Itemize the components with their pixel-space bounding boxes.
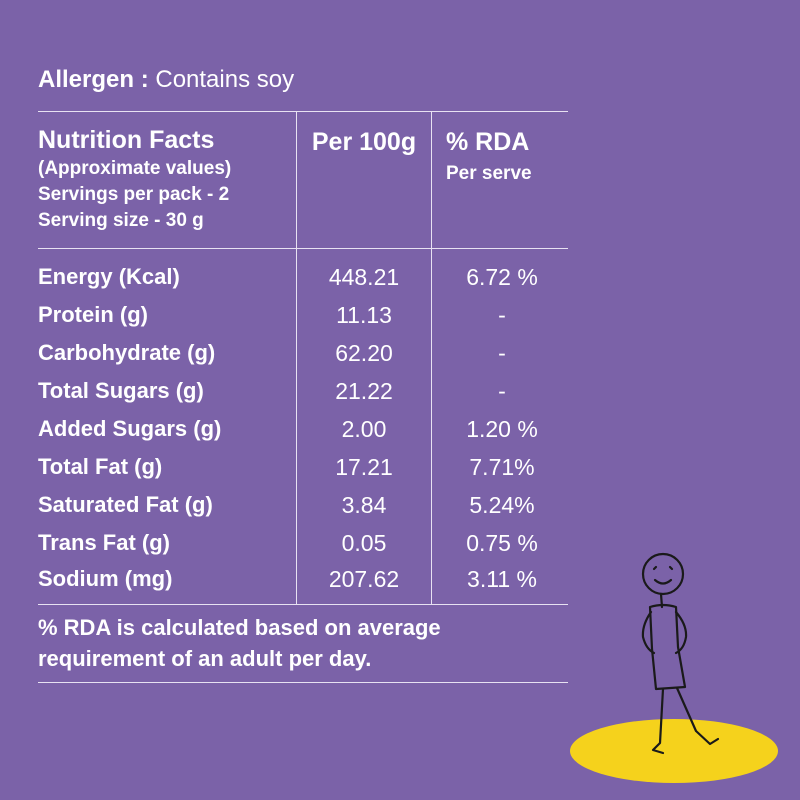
- rda-footnote: % RDA is calculated based on average req…: [38, 612, 441, 674]
- nutrient-rda: 0.75 %: [466, 530, 538, 556]
- nutrient-row: Energy (Kcal) 448.21 6.72 %: [38, 264, 578, 302]
- nutrient-per100g: 2.00: [341, 416, 387, 442]
- nutrient-name: Total Fat (g): [38, 454, 163, 479]
- nutrient-per100g: 448.21: [328, 264, 400, 290]
- nutrition-title: Nutrition Facts: [38, 126, 215, 154]
- nutrient-name: Trans Fat (g): [38, 530, 171, 555]
- header-line-approx: (Approximate values): [38, 158, 232, 179]
- nutrient-rda: 1.20 %: [466, 416, 538, 442]
- nutrient-rda: -: [498, 378, 506, 404]
- nutrient-row: Carbohydrate (g) 62.20 -: [38, 340, 578, 378]
- divider-bottom-table: [38, 604, 568, 605]
- rda-subtitle: Per serve: [446, 163, 532, 184]
- column-divider-1: [296, 111, 297, 604]
- nutrient-rda: -: [498, 340, 506, 366]
- allergen-label: Allergen :: [38, 66, 149, 93]
- nutrient-per100g: 11.13: [336, 302, 392, 328]
- nutrient-per100g: 0.05: [341, 530, 387, 556]
- nutrient-row: Saturated Fat (g) 3.84 5.24%: [38, 492, 578, 530]
- column-header-per100g: Per 100g: [311, 128, 417, 156]
- allergen-line: Allergen : Contains soy: [38, 66, 294, 94]
- nutrition-header: Nutrition Facts (Approximate values) Ser…: [38, 128, 231, 234]
- header-line-serving-size: Serving size - 30 g: [38, 210, 204, 231]
- yellow-spot: [570, 719, 778, 783]
- nutrient-row: Protein (g) 11.13 -: [38, 302, 578, 340]
- nutrient-per100g: 21.22: [335, 378, 393, 404]
- nutrient-row: Added Sugars (g) 2.00 1.20 %: [38, 416, 578, 454]
- nutrient-name: Saturated Fat (g): [38, 492, 213, 517]
- footnote-line-2: requirement of an adult per day.: [38, 646, 372, 671]
- nutrient-rda: 5.24%: [469, 492, 535, 518]
- nutrient-name: Sodium (mg): [38, 566, 173, 591]
- nutrient-row: Total Fat (g) 17.21 7.71%: [38, 454, 578, 492]
- nutrient-rda: 7.71%: [469, 454, 535, 480]
- nutrient-per100g: 17.21: [335, 454, 393, 480]
- footnote-line-1: % RDA is calculated based on average: [38, 615, 441, 640]
- allergen-value: Contains soy: [155, 66, 295, 93]
- nutrient-name: Carbohydrate (g): [38, 340, 216, 365]
- nutrient-row: Total Sugars (g) 21.22 -: [38, 378, 578, 416]
- nutrient-per100g: 62.20: [335, 340, 393, 366]
- divider-header: [38, 248, 568, 249]
- rda-title: % RDA: [446, 128, 530, 156]
- divider-footnote: [38, 682, 568, 683]
- stick-figure-icon: [570, 552, 778, 783]
- nutrient-rda: 3.11 %: [467, 566, 537, 592]
- nutrient-rda: 6.72 %: [466, 264, 538, 290]
- column-header-rda: % RDA Per serve: [446, 128, 532, 185]
- nutrient-name: Total Sugars (g): [38, 378, 204, 403]
- nutrient-row: Sodium (mg) 207.62 3.11 %: [38, 566, 578, 604]
- nutrient-rda: -: [498, 302, 506, 328]
- header-line-servings: Servings per pack - 2: [38, 184, 230, 205]
- nutrient-name: Protein (g): [38, 302, 148, 327]
- column-divider-2: [431, 111, 432, 604]
- divider-top: [38, 111, 568, 112]
- nutrient-per100g: 3.84: [341, 492, 387, 518]
- nutrient-name: Energy (Kcal): [38, 264, 180, 289]
- nutrient-name: Added Sugars (g): [38, 416, 222, 441]
- nutrient-per100g: 207.62: [328, 566, 400, 592]
- nutrient-row: Trans Fat (g) 0.05 0.75 %: [38, 530, 578, 568]
